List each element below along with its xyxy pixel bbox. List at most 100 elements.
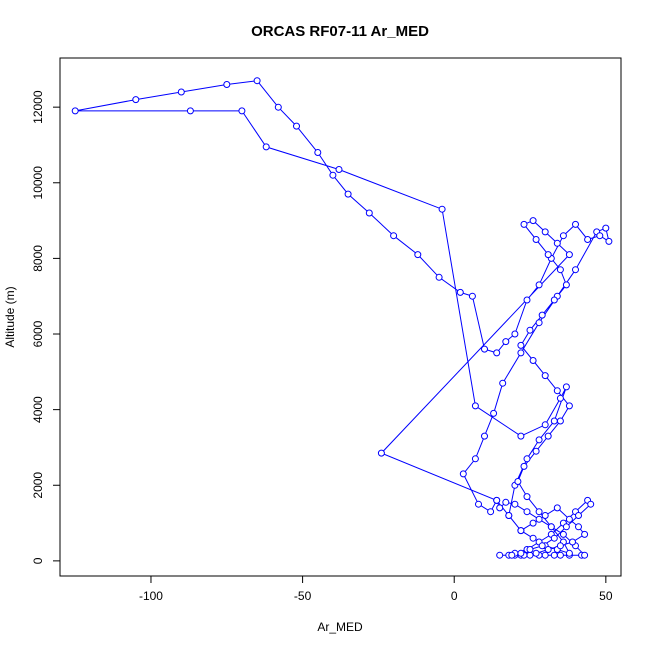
data-point: [186, 107, 194, 115]
data-point: [562, 281, 570, 289]
y-tick-label: 10000: [31, 166, 45, 200]
data-point: [344, 190, 352, 198]
y-tick-label: 4000: [31, 396, 45, 423]
x-axis-label: Ar_MED: [317, 620, 363, 634]
data-point: [502, 338, 510, 346]
data-point: [390, 232, 398, 240]
data-point: [520, 220, 528, 228]
data-point: [471, 455, 479, 463]
data-point: [499, 379, 507, 387]
data-point: [526, 546, 534, 553]
data-point: [556, 551, 564, 559]
data-point: [523, 508, 531, 516]
data-point: [329, 171, 337, 179]
data-point: [535, 515, 543, 523]
y-tick-label: 12000: [31, 90, 45, 124]
data-points: [71, 77, 613, 559]
data-point: [562, 383, 570, 391]
data-point: [565, 402, 573, 410]
data-point: [526, 551, 534, 559]
x-tick-label: 0: [451, 589, 458, 603]
data-point: [523, 296, 531, 304]
data-point: [505, 512, 513, 519]
data-point: [529, 217, 537, 225]
data-point: [459, 470, 467, 478]
data-point: [468, 292, 476, 300]
data-point: [377, 449, 385, 457]
data-point: [493, 496, 501, 504]
data-point: [529, 534, 537, 542]
data-point: [565, 251, 573, 259]
y-axis-label: Altitude (m): [3, 286, 17, 347]
data-point: [314, 149, 322, 156]
data-point: [605, 237, 613, 245]
y-tick-label: 0: [31, 557, 45, 564]
data-point: [562, 523, 570, 531]
data-point: [550, 417, 558, 425]
data-point: [596, 232, 604, 240]
data-point: [132, 96, 140, 104]
data-point: [541, 421, 549, 429]
data-point: [526, 326, 534, 334]
data-point: [238, 107, 246, 115]
data-point: [581, 551, 589, 559]
x-tick-label: 50: [599, 589, 613, 603]
chart-title: ORCAS RF07-11 Ar_MED: [251, 23, 429, 40]
data-point: [572, 220, 579, 228]
data-point: [535, 281, 543, 289]
data-point: [511, 330, 519, 338]
data-point: [547, 523, 555, 531]
data-point: [541, 228, 549, 236]
data-point: [587, 500, 595, 508]
y-tick-label: 8000: [31, 245, 45, 272]
data-point: [575, 512, 582, 519]
data-point: [550, 534, 558, 542]
data-point: [177, 88, 185, 96]
data-point: [475, 500, 482, 508]
data-point: [553, 239, 561, 247]
data-point: [538, 311, 546, 319]
data-point: [274, 103, 282, 111]
data-point: [544, 546, 552, 553]
data-point: [438, 205, 446, 213]
data-point: [511, 500, 519, 508]
data-point: [556, 394, 564, 402]
data-point: [535, 508, 543, 516]
data-point: [565, 549, 573, 557]
data-point: [532, 549, 540, 557]
data-point: [481, 432, 488, 440]
data-point: [502, 498, 510, 506]
data-point: [520, 462, 528, 470]
x-tick-label: -100: [139, 589, 163, 603]
data-point: [435, 273, 443, 281]
data-point: [508, 551, 516, 559]
data-point: [514, 478, 522, 485]
data-point: [553, 504, 561, 512]
data-point: [490, 409, 498, 417]
data-point: [532, 447, 540, 455]
data-point: [538, 542, 546, 550]
data-point: [493, 349, 501, 357]
data-point: [602, 224, 610, 232]
data-point: [481, 345, 488, 353]
series-line: [75, 80, 610, 556]
data-point: [523, 493, 531, 501]
data-point: [223, 81, 231, 88]
data-point: [487, 508, 495, 516]
data-point: [414, 251, 422, 259]
y-tick-label: 6000: [31, 320, 45, 347]
data-point: [550, 551, 558, 559]
data-point: [572, 266, 579, 274]
data-point: [335, 166, 343, 173]
data-point: [541, 512, 549, 519]
data-point: [529, 519, 537, 527]
data-point: [496, 504, 504, 512]
x-tick-label: -50: [294, 589, 312, 603]
data-point: [535, 319, 543, 327]
data-point: [529, 357, 537, 364]
data-point: [523, 455, 531, 463]
data-point: [556, 266, 564, 274]
data-point: [556, 417, 564, 425]
plot-frame: [59, 57, 622, 577]
